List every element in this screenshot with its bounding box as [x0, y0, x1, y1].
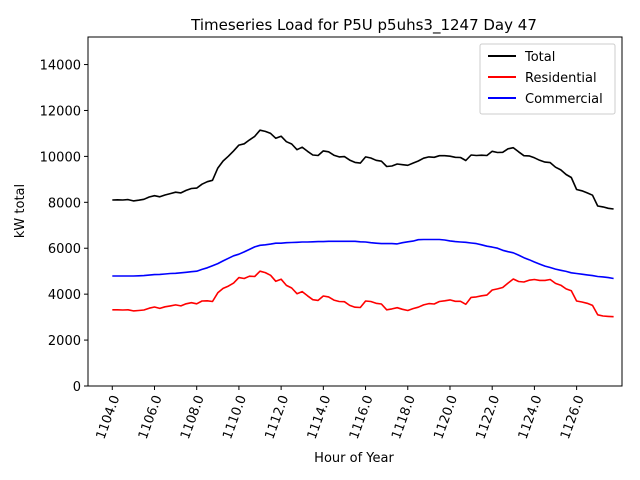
y-axis-label: kW total — [13, 184, 28, 238]
legend-box — [479, 43, 616, 115]
y-tick-label: 8000 — [48, 196, 81, 211]
y-tick-label: 14000 — [40, 59, 81, 74]
legend-label-residential: Residential — [525, 71, 597, 86]
legend-label-commercial: Commercial — [525, 92, 603, 107]
axes-frame — [87, 36, 623, 387]
series-line-residential — [112, 270, 614, 318]
legend: Total Residential Commercial — [479, 43, 616, 115]
legend-label-total: Total — [524, 50, 555, 65]
x-axis-label: Hour of Year — [314, 451, 394, 466]
y-tick-label: 4000 — [48, 288, 81, 303]
series-line-total — [112, 129, 614, 210]
chart-title: Timeseries Load for P5U p5uhs3_1247 Day … — [190, 16, 537, 35]
series-line-commercial — [112, 238, 614, 280]
y-tick-label: 2000 — [48, 334, 81, 349]
y-tick-label: 10000 — [40, 150, 81, 165]
y-tick-label: 0 — [73, 380, 81, 395]
y-tick-label: 12000 — [40, 104, 81, 119]
y-tick-label: 6000 — [48, 242, 81, 257]
